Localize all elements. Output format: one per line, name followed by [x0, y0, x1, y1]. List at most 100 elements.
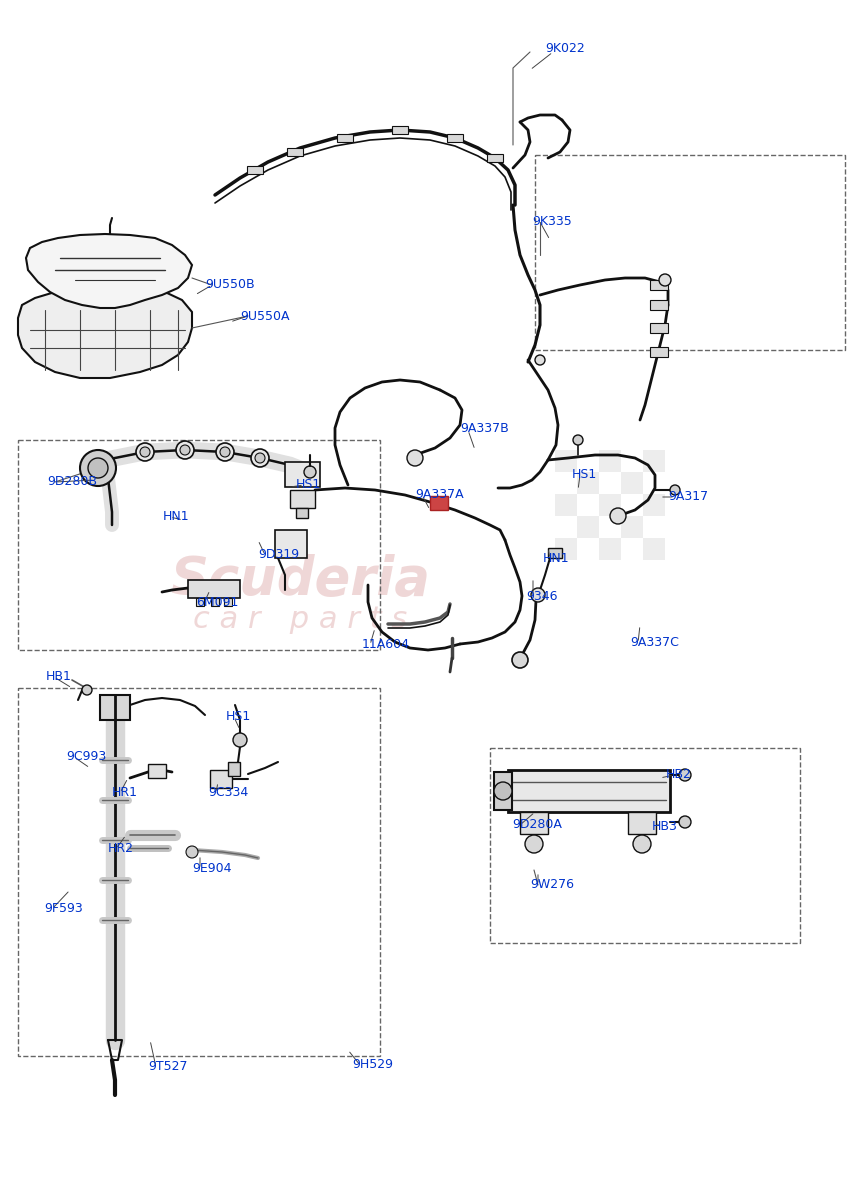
Text: Scuderia: Scuderia: [170, 554, 430, 606]
Circle shape: [80, 450, 116, 486]
Bar: [188, 580, 240, 598]
Text: HR1: HR1: [112, 786, 138, 799]
Bar: [535, 155, 845, 350]
Text: 9D280B: 9D280B: [47, 475, 97, 488]
Bar: [650, 347, 668, 358]
Text: 9A337B: 9A337B: [460, 422, 509, 434]
Bar: [643, 450, 665, 472]
Bar: [196, 598, 204, 606]
Bar: [621, 472, 643, 494]
Text: HB3: HB3: [652, 820, 678, 833]
Bar: [643, 472, 665, 494]
Bar: [599, 450, 621, 472]
Bar: [621, 538, 643, 560]
Circle shape: [88, 458, 108, 478]
Text: c a r   p a r t s: c a r p a r t s: [193, 606, 407, 635]
Text: 9H529: 9H529: [352, 1058, 393, 1070]
Bar: [490, 748, 800, 943]
Bar: [296, 508, 308, 518]
Bar: [621, 494, 643, 516]
Bar: [148, 764, 166, 778]
Circle shape: [670, 485, 680, 494]
Text: 6M091: 6M091: [196, 596, 239, 608]
Bar: [548, 548, 562, 558]
Bar: [555, 516, 577, 538]
Bar: [520, 812, 548, 834]
Circle shape: [186, 846, 198, 858]
Text: HR2: HR2: [108, 842, 134, 854]
Bar: [555, 450, 577, 472]
Text: 11A604: 11A604: [362, 638, 410, 650]
Text: HB1: HB1: [46, 670, 72, 683]
Text: HS1: HS1: [226, 710, 251, 722]
Polygon shape: [18, 286, 192, 378]
Circle shape: [304, 466, 316, 478]
Bar: [599, 494, 621, 516]
Bar: [210, 770, 232, 788]
Text: 9E904: 9E904: [192, 862, 231, 875]
Text: 9A317: 9A317: [668, 490, 708, 503]
Text: 9D280A: 9D280A: [512, 818, 562, 830]
Circle shape: [220, 446, 230, 457]
Circle shape: [679, 816, 691, 828]
Text: 9U550B: 9U550B: [205, 278, 254, 290]
Bar: [643, 494, 665, 516]
Bar: [18, 440, 380, 650]
Bar: [247, 166, 263, 174]
Bar: [508, 770, 670, 812]
Circle shape: [255, 452, 265, 463]
Text: 9U550A: 9U550A: [240, 310, 289, 323]
Circle shape: [176, 440, 194, 458]
Bar: [18, 688, 380, 1056]
Text: HN1: HN1: [163, 510, 190, 523]
Circle shape: [525, 835, 543, 853]
Bar: [430, 496, 448, 510]
Circle shape: [180, 445, 190, 455]
Circle shape: [512, 652, 528, 668]
Text: 9A337A: 9A337A: [415, 488, 464, 502]
Bar: [275, 530, 307, 558]
Text: 9346: 9346: [526, 590, 557, 602]
Circle shape: [407, 450, 423, 466]
Circle shape: [531, 588, 545, 602]
Bar: [577, 516, 599, 538]
Bar: [577, 494, 599, 516]
Text: 9C993: 9C993: [66, 750, 107, 763]
Circle shape: [633, 835, 651, 853]
Bar: [487, 154, 503, 162]
Bar: [100, 695, 130, 720]
Bar: [285, 462, 320, 487]
Text: 9A337C: 9A337C: [630, 636, 679, 649]
Text: 9F593: 9F593: [44, 902, 82, 914]
Bar: [392, 126, 408, 134]
Circle shape: [233, 733, 247, 746]
Bar: [337, 134, 353, 142]
Bar: [621, 450, 643, 472]
Text: HS1: HS1: [572, 468, 597, 481]
Text: 9K022: 9K022: [545, 42, 585, 55]
Bar: [555, 494, 577, 516]
Circle shape: [573, 434, 583, 445]
Text: 9C334: 9C334: [208, 786, 248, 799]
Bar: [650, 280, 668, 290]
Bar: [228, 762, 240, 776]
Circle shape: [251, 449, 269, 467]
Bar: [650, 323, 668, 332]
Text: HN1: HN1: [543, 552, 570, 565]
Bar: [643, 516, 665, 538]
Bar: [650, 300, 668, 310]
Bar: [287, 148, 303, 156]
Text: 9T527: 9T527: [148, 1060, 187, 1073]
Circle shape: [216, 443, 234, 461]
Bar: [494, 772, 512, 810]
Text: 9D319: 9D319: [258, 548, 299, 560]
Polygon shape: [26, 234, 192, 308]
Bar: [447, 134, 463, 142]
Bar: [211, 598, 219, 606]
Bar: [628, 812, 656, 834]
Text: HB2: HB2: [666, 768, 691, 781]
Bar: [599, 472, 621, 494]
Circle shape: [610, 508, 626, 524]
Circle shape: [82, 685, 92, 695]
Text: HS1: HS1: [296, 478, 321, 491]
